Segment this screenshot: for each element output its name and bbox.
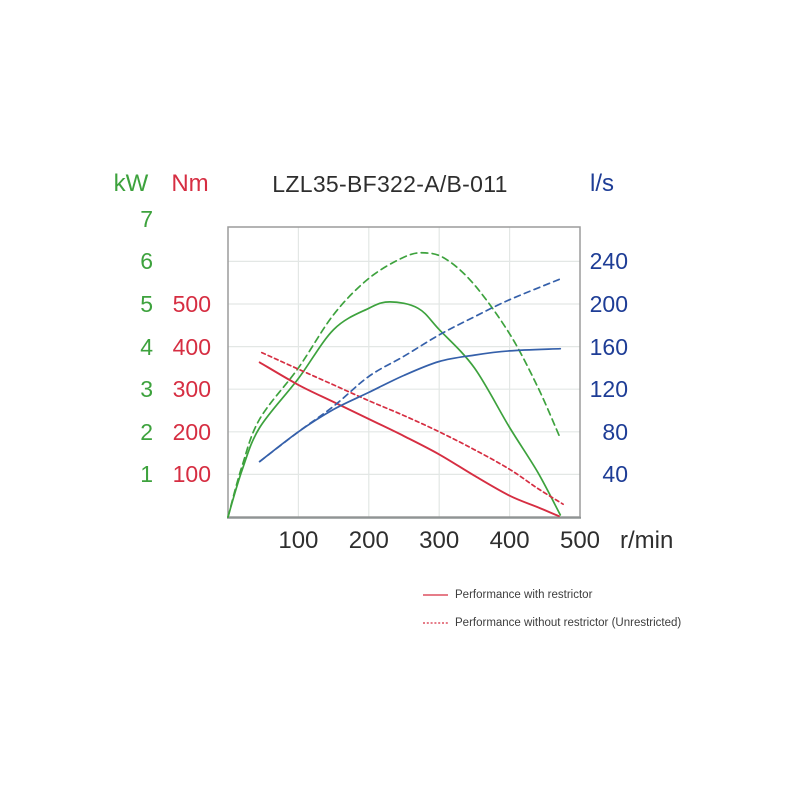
x-axis-tick-label: 200 xyxy=(348,527,389,554)
power-tick-label: 1 xyxy=(140,461,153,488)
chart-title: LZL35-BF322-A/B-011 xyxy=(272,171,508,197)
power-tick-label: 6 xyxy=(140,248,153,275)
x-axis-tick-label: 400 xyxy=(489,527,530,554)
flow-tick-label: 160 xyxy=(589,333,628,360)
x-axis-tick-label: 500 xyxy=(559,527,601,554)
legend: Performance with restrictor Performance … xyxy=(423,587,681,643)
power-tick-label: 5 xyxy=(140,291,153,317)
legend-solid-line-icon xyxy=(423,594,448,596)
flow-tick-label: 80 xyxy=(602,418,628,445)
torque-tick-label: 300 xyxy=(172,376,211,403)
flow-tick-label: 240 xyxy=(589,248,628,275)
torque-tick-label: 200 xyxy=(172,418,211,445)
legend-label: Performance with restrictor xyxy=(455,589,593,601)
plot-border xyxy=(227,226,581,518)
power-tick-label: 2 xyxy=(140,418,153,445)
flow-tick-label: 40 xyxy=(602,461,628,488)
curve-air_consumption_without_restrictor xyxy=(258,277,563,463)
curve-power_with_restrictor xyxy=(227,301,562,518)
torque-tick-label: 400 xyxy=(172,333,211,360)
curve-torque_without_restrictor xyxy=(260,351,564,506)
legend-label: Performance without restrictor (Unrestri… xyxy=(455,617,682,629)
flow-axis-unit-label: l/s xyxy=(590,170,614,197)
power-tick-label: 7 xyxy=(140,205,153,232)
power-tick-label: 4 xyxy=(140,333,153,360)
power-tick-label: 3 xyxy=(140,376,153,403)
flow-tick-label: 120 xyxy=(589,376,628,403)
x-axis-unit-label: r/min xyxy=(620,527,674,554)
torque-tick-label: 100 xyxy=(172,461,211,488)
torque-tick-label: 500 xyxy=(172,291,211,317)
power-axis-unit-label: kW xyxy=(113,170,149,197)
flow-tick-label: 200 xyxy=(589,291,628,317)
legend-dashed-line-icon xyxy=(423,622,448,624)
legend-item-with-restrictor: Performance with restrictor xyxy=(423,587,681,603)
torque-axis-unit-label: Nm xyxy=(171,170,209,197)
curve-power_without_restrictor xyxy=(227,251,562,518)
curve-air_consumption_with_restrictor xyxy=(258,347,562,463)
x-axis-tick-label: 100 xyxy=(278,527,319,554)
x-axis-tick-label: 300 xyxy=(419,527,460,554)
legend-item-without-restrictor: Performance without restrictor (Unrestri… xyxy=(423,615,681,631)
curve-torque_with_restrictor xyxy=(258,361,560,518)
